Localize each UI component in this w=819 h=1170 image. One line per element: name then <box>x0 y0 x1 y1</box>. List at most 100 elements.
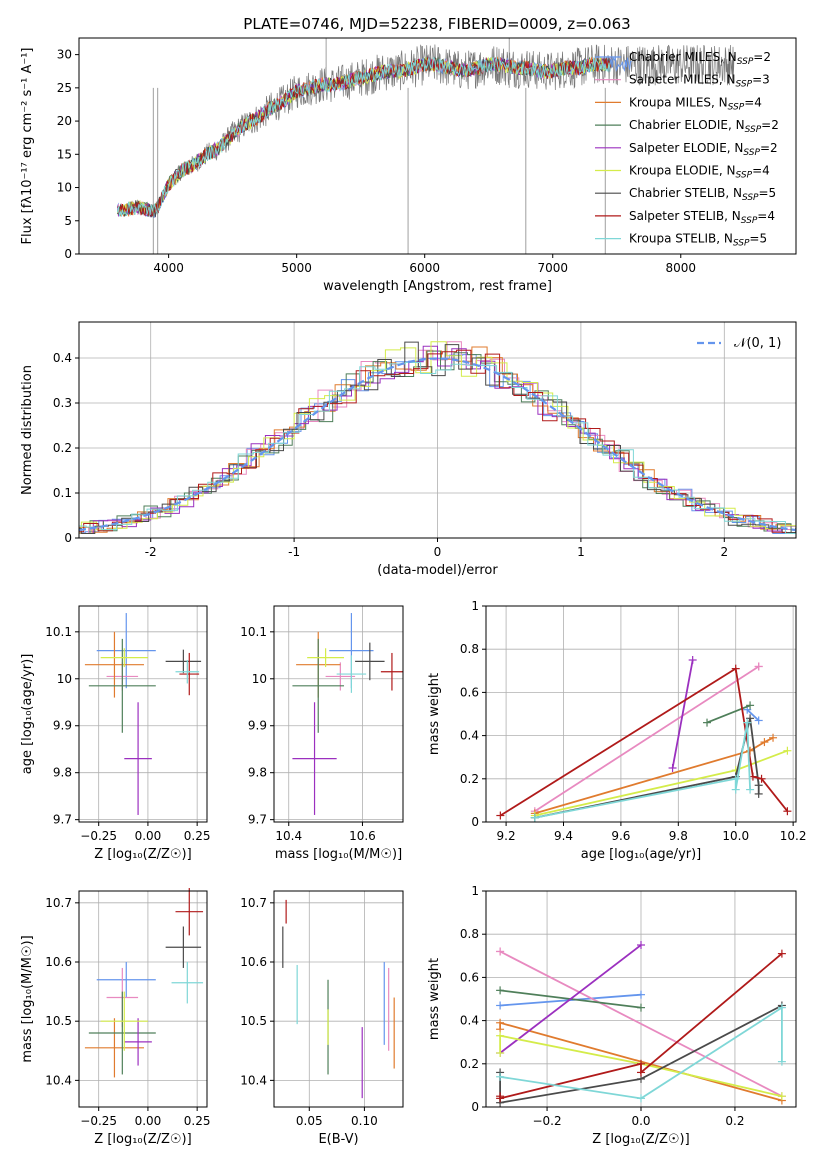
legend-entry: Salpeter STELIB, NSSP=4 <box>629 209 775 226</box>
x-tick-label: 7000 <box>537 261 568 275</box>
legend-entry: Chabrier ELODIE, NSSP=2 <box>629 118 779 135</box>
y-tick-label: 10 <box>57 672 72 686</box>
x-axis-label: E(B-V) <box>318 1132 358 1147</box>
legend-entry: Salpeter MILES, NSSP=3 <box>629 73 770 90</box>
axes-frame <box>78 890 208 1108</box>
x-axis-label: age [log₁₀(age/yr)] <box>581 847 702 862</box>
y-axis-label: age [log₁₀(age/yr)] <box>20 654 35 775</box>
x-tick-label: 8000 <box>665 261 696 275</box>
x-tick-label: 0.10 <box>351 1114 378 1128</box>
legend-subscript: SSP <box>737 57 754 67</box>
y-axis-label: mass weight <box>427 673 442 755</box>
y-tick-label: 9.7 <box>248 813 267 827</box>
weight-line <box>534 665 760 812</box>
x-tick-label: 0.25 <box>184 829 211 843</box>
figure-title: PLATE=0746, MJD=52238, FIBERID=0009, z=0… <box>243 15 630 33</box>
legend-subscript: SSP <box>741 216 758 226</box>
y-tick-label: 10.4 <box>240 1073 267 1087</box>
legend-count: =4 <box>757 209 775 223</box>
weight-line <box>671 659 694 769</box>
y-tick-label: 10.5 <box>240 1014 267 1028</box>
y-tick-label: 0.8 <box>460 927 479 941</box>
y-tick-label: 20 <box>57 114 72 128</box>
y-tick-label: 0 <box>64 531 72 545</box>
legend-count: =2 <box>761 118 779 132</box>
legend-subscript: SSP <box>728 102 745 112</box>
residual-histogram <box>79 349 796 534</box>
axes-frame <box>273 605 404 823</box>
x-axis-label: Z [log₁₀(Z/Z☉)] <box>94 1132 191 1147</box>
legend-entry: Kroupa STELIB, NSSP=5 <box>629 232 767 249</box>
legend-subscript: SSP <box>736 80 753 90</box>
weight-line <box>499 944 642 1054</box>
axes-frame <box>78 605 208 823</box>
legend-count: =2 <box>760 141 778 155</box>
y-tick-label: 0.1 <box>53 486 72 500</box>
x-tick-label: 0.25 <box>184 1114 211 1128</box>
y-tick-label: 0.6 <box>460 970 479 984</box>
legend-subscript: SSP <box>736 171 753 181</box>
x-tick-label: 1 <box>577 545 585 559</box>
legend-subscript: SSP <box>742 193 759 203</box>
x-tick-label: 6000 <box>409 261 440 275</box>
y-tick-label: 0.2 <box>53 441 72 455</box>
x-tick-label: 0.0 <box>631 1114 650 1128</box>
y-tick-label: 0.4 <box>460 729 479 743</box>
mass-vs-metallicity-panel: −0.25 0.00 0.25 10.4 10.5 10.6 10.7 Z [log₁₀(Z/… <box>20 888 211 1147</box>
x-axis-label: Z [log₁₀(Z/Z☉)] <box>592 1132 689 1147</box>
x-tick-label: −0.25 <box>80 829 117 843</box>
age-vs-mass-panel: 10.4 10.6 9.7 9.8 9.9 10 10.1 mass [log₁₀(M/M☉)… <box>240 605 404 862</box>
y-tick-label: 0.2 <box>460 1057 479 1071</box>
legend-subscript: SSP <box>733 239 750 249</box>
y-tick-label: 9.9 <box>248 719 267 733</box>
y-axis-label: Flux [fλ10⁻¹⁷ erg cm⁻² s⁻¹ A⁻¹] <box>20 48 35 245</box>
y-axis-label: mass [log₁₀(M/M☉)] <box>20 935 35 1062</box>
x-tick-label: -1 <box>288 545 300 559</box>
y-tick-label: 10 <box>57 181 72 195</box>
x-tick-label: 4000 <box>153 261 184 275</box>
y-tick-label: 10.4 <box>45 1073 72 1087</box>
x-tick-label: 2 <box>720 545 728 559</box>
x-tick-label: 9.6 <box>611 829 630 843</box>
residual-histogram <box>79 362 796 534</box>
x-tick-label: −0.25 <box>80 1114 117 1128</box>
axes-frame <box>485 605 797 823</box>
y-tick-label: 0 <box>471 1100 479 1114</box>
y-tick-label: 5 <box>64 214 72 228</box>
y-tick-label: 10 <box>252 672 267 686</box>
x-tick-label: 10.4 <box>275 829 302 843</box>
y-tick-label: 10.7 <box>240 896 267 910</box>
y-tick-label: 10.1 <box>240 625 267 639</box>
legend-entry: Kroupa ELODIE, NSSP=4 <box>629 164 770 181</box>
x-tick-label: 10.6 <box>349 829 376 843</box>
legend-entry: 𝒩(0, 1) <box>734 336 781 351</box>
x-tick-label: 5000 <box>281 261 312 275</box>
y-tick-label: 15 <box>57 147 72 161</box>
y-tick-label: 10.7 <box>45 896 72 910</box>
legend-count: =5 <box>749 232 767 246</box>
x-tick-label: 10.0 <box>722 829 749 843</box>
legend-entry: Chabrier MILES, NSSP=2 <box>629 50 771 67</box>
x-axis-label: wavelength [Angstrom, rest frame] <box>323 279 552 294</box>
legend-count: =4 <box>744 95 762 109</box>
y-tick-label: 0.4 <box>460 1014 479 1028</box>
y-tick-label: 9.8 <box>248 766 267 780</box>
legend-subscript: SSP <box>745 125 762 135</box>
legend-count: =5 <box>759 186 777 200</box>
x-tick-label: 0.00 <box>135 1114 162 1128</box>
y-tick-label: 9.8 <box>53 766 72 780</box>
weight-line <box>746 709 760 722</box>
y-tick-label: 0.3 <box>53 396 72 410</box>
y-tick-label: 1 <box>471 884 479 898</box>
weight-line <box>499 1005 783 1100</box>
y-tick-label: 9.7 <box>53 813 72 827</box>
weight-vs-age-panel: 9.2 9.4 9.6 9.8 10.0 10.2 0 0.2 0.4 0.6 0.8 1 age [l… <box>427 599 806 862</box>
x-axis-label: (data-model)/error <box>377 563 498 578</box>
legend-entry: Chabrier STELIB, NSSP=5 <box>629 186 776 203</box>
weight-line <box>534 736 774 815</box>
x-tick-label: 9.8 <box>669 829 688 843</box>
x-tick-label: 0 <box>434 545 442 559</box>
x-tick-label: -2 <box>145 545 157 559</box>
y-tick-label: 0 <box>64 247 72 261</box>
